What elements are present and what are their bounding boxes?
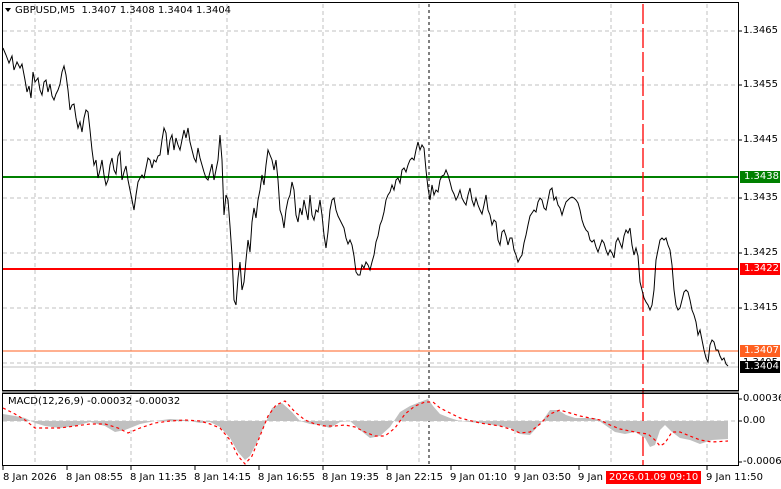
time-tick: 8 Jan 22:15 <box>386 472 443 483</box>
macd-axis-tick: 0.00036 <box>743 393 781 404</box>
current-price-tag: 1.3404 <box>740 361 780 373</box>
time-tick: 8 Jan 11:35 <box>130 472 187 483</box>
time-tick: 8 Jan 19:35 <box>322 472 379 483</box>
price-tick: 1.3435 <box>743 192 778 203</box>
time-tick: 8 Jan 16:55 <box>258 472 315 483</box>
bid-price-tag: 1.3407 <box>740 345 780 357</box>
macd-axis-tick: -0.00065 <box>743 456 781 467</box>
support-price-tag: 1.3422 <box>740 263 780 275</box>
price-tick: 1.3465 <box>743 25 778 36</box>
time-tick: 8 Jan 2026 <box>3 472 57 483</box>
time-tick: 9 Jan 01:10 <box>450 472 507 483</box>
price-tick: 1.3455 <box>743 79 778 90</box>
price-tick: 1.3445 <box>743 134 778 145</box>
ohlc-values: 1.3407 1.3408 1.3404 1.3404 <box>81 5 232 16</box>
chart-title: GBPUSD,M5 1.3407 1.3408 1.3404 1.3404 <box>15 5 231 16</box>
collapse-triangle-icon[interactable] <box>5 8 11 12</box>
macd-axis-tick: 0.00 <box>743 415 766 426</box>
macd-title: MACD(12,26,9) -0.00032 -0.00032 <box>8 396 181 407</box>
cursor-time-tag: 2026.01.09 09:10 <box>606 471 702 484</box>
price-tick: 1.3425 <box>743 247 778 258</box>
main-pane-border <box>2 2 739 391</box>
price-line <box>2 47 729 367</box>
axis-ticks <box>2 30 742 470</box>
time-tick: 8 Jan 14:15 <box>194 472 251 483</box>
time-tick: 9 Jan <box>578 472 603 483</box>
macd-pane-border <box>2 393 739 466</box>
resistance-price-tag: 1.3438 <box>740 171 780 183</box>
macd-histogram <box>3 399 728 460</box>
time-tick: 9 Jan 11:50 <box>706 472 763 483</box>
time-tick: 8 Jan 08:55 <box>66 472 123 483</box>
price-tick: 1.3415 <box>743 302 778 313</box>
time-tick: 9 Jan 03:50 <box>514 472 571 483</box>
symbol-timeframe: GBPUSD,M5 <box>15 5 76 16</box>
